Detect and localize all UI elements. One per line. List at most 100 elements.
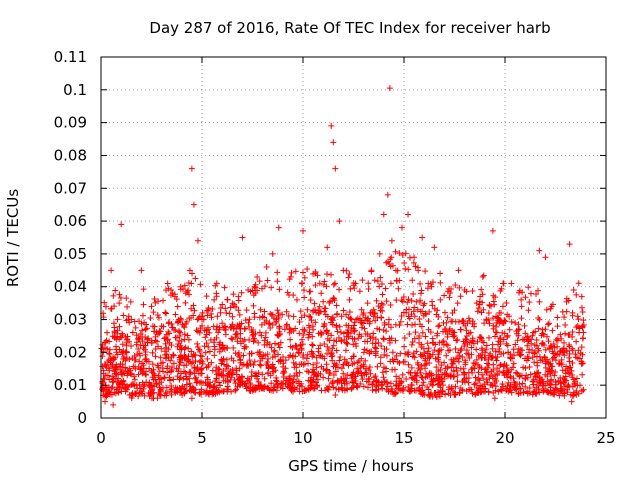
data-point: [292, 360, 299, 367]
data-point: [118, 388, 125, 395]
data-point: [361, 346, 368, 353]
data-point: [528, 340, 535, 347]
data-point: [346, 296, 353, 303]
data-point: [376, 250, 383, 257]
data-point: [333, 347, 340, 354]
data-point: [199, 360, 206, 367]
data-point: [288, 387, 295, 394]
data-point: [286, 325, 293, 332]
data-point: [283, 321, 290, 328]
data-point: [304, 306, 311, 313]
data-point: [499, 380, 506, 387]
data-point: [399, 371, 406, 378]
data-point: [405, 369, 412, 376]
data-point: [383, 352, 390, 359]
data-point: [110, 292, 117, 299]
data-point: [351, 319, 358, 326]
data-point: [186, 291, 193, 298]
data-point: [405, 361, 412, 368]
data-point: [218, 360, 225, 367]
data-point: [504, 342, 511, 349]
data-point: [469, 335, 476, 342]
data-point: [425, 318, 432, 325]
data-point: [518, 315, 525, 322]
data-point: [368, 268, 375, 275]
data-point: [105, 365, 112, 372]
data-point: [478, 309, 485, 316]
data-point: [191, 364, 198, 371]
data-point: [431, 347, 438, 354]
data-point: [167, 357, 174, 364]
data-point: [109, 361, 116, 368]
data-point: [250, 361, 257, 368]
data-point: [418, 374, 425, 381]
data-point: [560, 346, 567, 353]
data-point: [396, 250, 403, 257]
data-point: [170, 376, 177, 383]
data-point: [370, 306, 377, 313]
data-point: [195, 315, 202, 322]
data-point: [186, 368, 193, 375]
data-point: [229, 366, 236, 373]
data-point: [479, 338, 486, 345]
data-point: [350, 369, 357, 376]
data-point: [309, 350, 316, 357]
data-point: [407, 370, 414, 377]
data-point: [206, 329, 213, 336]
data-point: [269, 361, 276, 368]
data-point: [409, 277, 416, 284]
data-point: [359, 376, 366, 383]
data-point: [164, 337, 171, 344]
data-point: [455, 358, 462, 365]
data-point: [393, 277, 400, 284]
data-point: [219, 342, 226, 349]
data-point: [405, 349, 412, 356]
data-point: [262, 334, 269, 341]
data-point: [316, 280, 323, 287]
data-point: [285, 379, 292, 386]
data-point: [120, 378, 127, 385]
data-point: [216, 379, 223, 386]
data-point: [527, 371, 534, 378]
data-point: [392, 267, 399, 274]
data-point: [362, 330, 369, 337]
data-point: [143, 358, 150, 365]
data-point: [293, 385, 300, 392]
data-point: [542, 254, 549, 261]
data-point: [489, 315, 496, 322]
data-point: [223, 356, 230, 363]
data-point: [558, 361, 565, 368]
data-point: [309, 341, 316, 348]
data-point: [569, 392, 576, 399]
data-point: [557, 331, 564, 338]
data-point: [213, 375, 220, 382]
data-point: [545, 388, 552, 395]
data-point: [277, 357, 284, 364]
data-point: [136, 381, 143, 388]
data-point: [143, 321, 150, 328]
data-point: [435, 358, 442, 365]
data-point: [139, 338, 146, 345]
data-point: [478, 334, 485, 341]
data-point: [330, 372, 337, 379]
data-point: [573, 338, 580, 345]
data-point: [573, 291, 580, 298]
data-point: [514, 337, 521, 344]
data-point: [124, 372, 131, 379]
data-point: [234, 338, 241, 345]
data-point: [335, 386, 342, 393]
x-tick-label: 20: [495, 429, 514, 447]
data-point: [400, 309, 407, 316]
data-point: [300, 227, 306, 234]
data-point: [269, 354, 276, 361]
data-point: [554, 351, 561, 358]
data-point: [245, 319, 252, 326]
data-point: [310, 326, 317, 333]
data-point: [288, 269, 295, 276]
data-point: [336, 286, 343, 293]
data-point: [457, 293, 464, 300]
data-point: [134, 351, 140, 358]
data-point: [147, 382, 154, 389]
data-point: [402, 265, 409, 272]
data-point: [345, 274, 352, 281]
